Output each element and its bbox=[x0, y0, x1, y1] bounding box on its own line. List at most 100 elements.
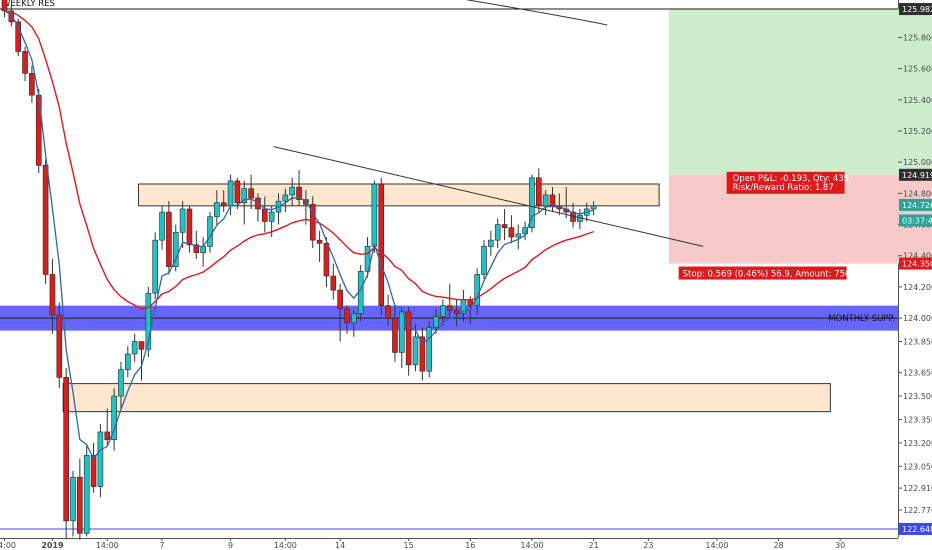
candle-body bbox=[104, 431, 111, 441]
candle-body bbox=[22, 51, 28, 74]
price-tick-label: 122.770 bbox=[903, 506, 932, 515]
time-tick-label: 14:00 bbox=[0, 541, 16, 550]
candle-body bbox=[241, 188, 248, 204]
candle-body bbox=[542, 194, 549, 207]
candle-body bbox=[227, 180, 234, 207]
risk-reward-label: Risk/Reward Ratio: 1.87 bbox=[733, 183, 834, 193]
lower-zone-box bbox=[62, 383, 831, 413]
candle-body bbox=[351, 313, 357, 324]
candle-body bbox=[207, 216, 213, 247]
candle-body bbox=[77, 476, 83, 534]
upper-zone-box bbox=[138, 183, 660, 207]
time-tick-label: 14:00 bbox=[520, 541, 543, 550]
candle-body bbox=[289, 186, 296, 196]
candle-body bbox=[419, 336, 426, 372]
time-tick-label: 16 bbox=[465, 541, 475, 550]
time-tick-label: 21 bbox=[589, 541, 599, 550]
time-tick-label: 23 bbox=[643, 541, 653, 550]
open-pnl-label: Open P&L: -0.193, Qty: 439 bbox=[733, 174, 850, 184]
candle-body bbox=[159, 211, 165, 241]
stop-label: Stop: 0.569 (0.46%) 56.9, Amount: 750.21 bbox=[683, 270, 864, 280]
price-tag-label: 03:37:47 bbox=[902, 217, 932, 226]
price-tag-label: 124.726 bbox=[902, 201, 932, 210]
slow-moving-average bbox=[4, 10, 594, 310]
fast-moving-average bbox=[4, 10, 594, 460]
price-tag-box bbox=[899, 522, 932, 535]
candle-body bbox=[214, 202, 220, 218]
candle-body bbox=[255, 197, 261, 210]
candle-body bbox=[378, 183, 385, 306]
price-tag-box bbox=[899, 168, 932, 181]
candle-body bbox=[172, 232, 179, 267]
candle-body bbox=[398, 311, 405, 353]
annotation-layer: Target: 1.063 (0.85%) 106.3, Amount: 146… bbox=[678, 171, 864, 280]
candle-body bbox=[529, 177, 535, 228]
candle-body bbox=[535, 177, 542, 207]
price-axis[interactable]: 125.800 125.600 125.400 125.200 125.000 124.8… bbox=[898, 3, 932, 535]
candle-body bbox=[261, 208, 268, 222]
candle-body bbox=[63, 377, 69, 522]
candle-body bbox=[111, 395, 117, 441]
price-tick-label: 125.400 bbox=[903, 96, 932, 105]
price-tick-label: 123.500 bbox=[903, 392, 932, 401]
candle-body bbox=[179, 208, 186, 233]
price-tick-label: 124.400 bbox=[903, 252, 932, 261]
indicator-layer bbox=[4, 0, 704, 460]
price-tick-label: 123.650 bbox=[903, 369, 932, 378]
candle-body bbox=[296, 186, 302, 200]
candle-body bbox=[1, 0, 8, 12]
candle-body bbox=[118, 369, 124, 397]
candle-body bbox=[234, 180, 241, 204]
candle-body bbox=[392, 317, 398, 353]
candle-body bbox=[248, 188, 254, 199]
candle-body bbox=[200, 246, 206, 253]
candle-body bbox=[138, 341, 145, 350]
candle-body bbox=[186, 208, 193, 246]
price-tag-box bbox=[899, 257, 932, 270]
candle-body bbox=[405, 311, 412, 366]
price-tick-label: 125.600 bbox=[903, 65, 932, 74]
candle-body bbox=[481, 246, 487, 275]
candle-body bbox=[268, 211, 275, 222]
time-tick-label: 9 bbox=[228, 541, 233, 550]
candle-body bbox=[90, 455, 97, 487]
candle-body bbox=[426, 327, 433, 372]
time-axis[interactable]: 14:00 2019 14:00 7 9 14:00 14 15 16 14:00 21 23 14:0… bbox=[0, 538, 845, 550]
time-tick-label: 14:00 bbox=[96, 541, 119, 550]
time-tick-label: 14:00 bbox=[274, 541, 297, 550]
pnl-label-box bbox=[726, 171, 845, 194]
candle-body bbox=[385, 305, 391, 319]
weekly-resistance-label: WEEKLY RES bbox=[2, 0, 55, 9]
candle-body bbox=[344, 308, 350, 324]
candle-body bbox=[131, 341, 138, 355]
candle-body bbox=[29, 72, 35, 96]
price-tag-label: 125.982 bbox=[902, 5, 932, 14]
time-tick-label: 14:00 bbox=[705, 541, 728, 550]
descending-trendline bbox=[273, 146, 704, 247]
price-tick-label: 125.200 bbox=[903, 127, 932, 136]
price-tag-label: 124.350 bbox=[902, 260, 932, 269]
monthly-support-label: MONTHLY SUPP. bbox=[828, 314, 895, 324]
candle-body bbox=[433, 316, 439, 328]
candle-body bbox=[166, 211, 172, 267]
candle-body bbox=[70, 476, 76, 522]
time-tick-label: 14 bbox=[335, 541, 345, 550]
price-tick-label: 124.200 bbox=[903, 283, 932, 292]
candle-body bbox=[8, 10, 15, 23]
candle-body bbox=[549, 194, 556, 207]
stop-label-box bbox=[678, 266, 847, 280]
candle-body bbox=[15, 21, 21, 52]
candle-body bbox=[446, 305, 453, 311]
price-tick-label: 123.050 bbox=[903, 462, 932, 471]
price-tick-label: 125.000 bbox=[903, 158, 932, 167]
candle-body bbox=[49, 274, 56, 316]
candle-body bbox=[83, 455, 90, 534]
candle-body bbox=[494, 224, 501, 241]
price-tag-label: 124.919 bbox=[902, 171, 932, 180]
candle-body bbox=[501, 224, 508, 228]
candle-body bbox=[316, 239, 323, 244]
candle-body bbox=[56, 314, 63, 378]
candle-body bbox=[303, 199, 309, 205]
price-tag-box bbox=[899, 198, 932, 211]
